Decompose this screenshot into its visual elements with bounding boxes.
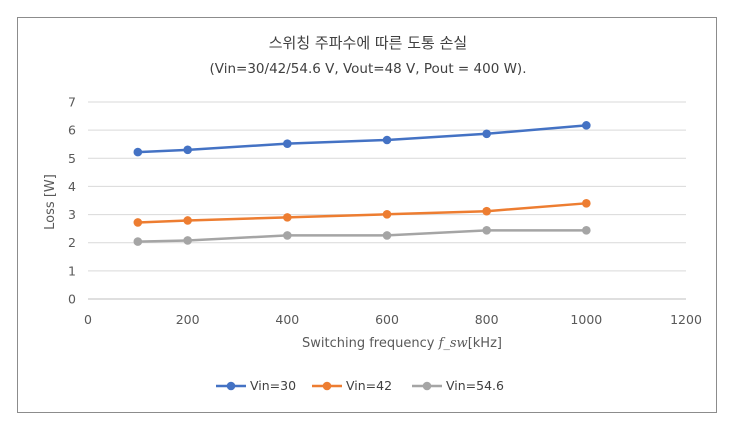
x-axis-label-italic: f_sw xyxy=(438,336,468,351)
x-tick-label: 800 xyxy=(475,312,499,327)
data-point xyxy=(482,129,491,139)
series-Vin=42 xyxy=(133,199,591,227)
data-point xyxy=(582,226,591,235)
x-tick-label: 1200 xyxy=(670,312,702,327)
data-point xyxy=(283,231,292,240)
x-axis-label-prefix: Switching frequency xyxy=(302,336,439,351)
x-axis-label-suffix: [kHz] xyxy=(468,336,502,351)
data-point xyxy=(482,226,491,235)
data-point xyxy=(582,121,591,130)
legend-swatch-marker xyxy=(422,381,432,391)
y-tick-label: 4 xyxy=(68,179,76,194)
data-point xyxy=(133,218,143,227)
gridlines xyxy=(88,101,686,300)
data-point xyxy=(283,213,292,222)
y-axis-label: Loss [W] xyxy=(43,174,58,230)
data-point xyxy=(133,237,143,246)
series-Vin=30 xyxy=(133,121,591,157)
x-tick-label: 0 xyxy=(84,312,92,327)
legend-item: Vin=42 xyxy=(312,378,392,393)
x-tick-label: 1000 xyxy=(570,312,602,327)
data-point xyxy=(283,139,292,148)
line-chart: 스위칭 주파수에 따른 도통 손실 (Vin=30/42/54.6 V, Vou… xyxy=(43,34,702,393)
y-tick-label: 1 xyxy=(68,263,76,278)
series-line xyxy=(137,229,587,243)
axes: 0 1 2 3 4 5 6 7 0 200 400 600 800 1000 1200 xyxy=(68,95,702,328)
x-axis-label: Switching frequency f_sw[kHz] xyxy=(302,336,502,351)
legend-label: Vin=42 xyxy=(346,378,392,393)
data-point xyxy=(482,206,491,216)
data-point xyxy=(382,231,392,240)
data-point xyxy=(183,145,192,155)
chart-frame: 스위칭 주파수에 따른 도통 손실 (Vin=30/42/54.6 V, Vou… xyxy=(17,17,717,413)
data-point xyxy=(382,135,392,145)
y-tick-label: 5 xyxy=(68,151,76,166)
data-point xyxy=(183,236,192,245)
y-tick-label: 0 xyxy=(68,292,76,307)
y-tick-label: 3 xyxy=(68,207,76,222)
data-point xyxy=(582,199,591,208)
x-tick-label: 200 xyxy=(176,312,200,327)
legend-label: Vin=54.6 xyxy=(446,378,504,393)
series-line xyxy=(137,202,587,224)
series-group xyxy=(133,121,591,246)
legend-item: Vin=30 xyxy=(216,378,296,393)
series-line xyxy=(137,124,587,154)
legend-swatch-marker xyxy=(226,381,236,391)
legend-item: Vin=54.6 xyxy=(412,378,504,393)
y-tick-label: 7 xyxy=(68,95,76,110)
x-tick-label: 600 xyxy=(375,312,399,327)
chart-subtitle: (Vin=30/42/54.6 V, Vout=48 V, Pout = 400… xyxy=(210,61,527,77)
legend-label: Vin=30 xyxy=(250,378,296,393)
data-point xyxy=(382,209,392,219)
x-tick-label: 400 xyxy=(275,312,299,327)
y-tick-label: 2 xyxy=(68,235,76,250)
data-point xyxy=(133,147,143,157)
series-Vin=54.6 xyxy=(133,226,591,246)
y-tick-label: 6 xyxy=(68,123,76,138)
legend: Vin=30 Vin=42 Vin=54.6 xyxy=(216,378,504,393)
chart-title: 스위칭 주파수에 따른 도통 손실 xyxy=(269,34,467,52)
legend-swatch-marker xyxy=(322,381,332,391)
data-point xyxy=(183,216,192,225)
